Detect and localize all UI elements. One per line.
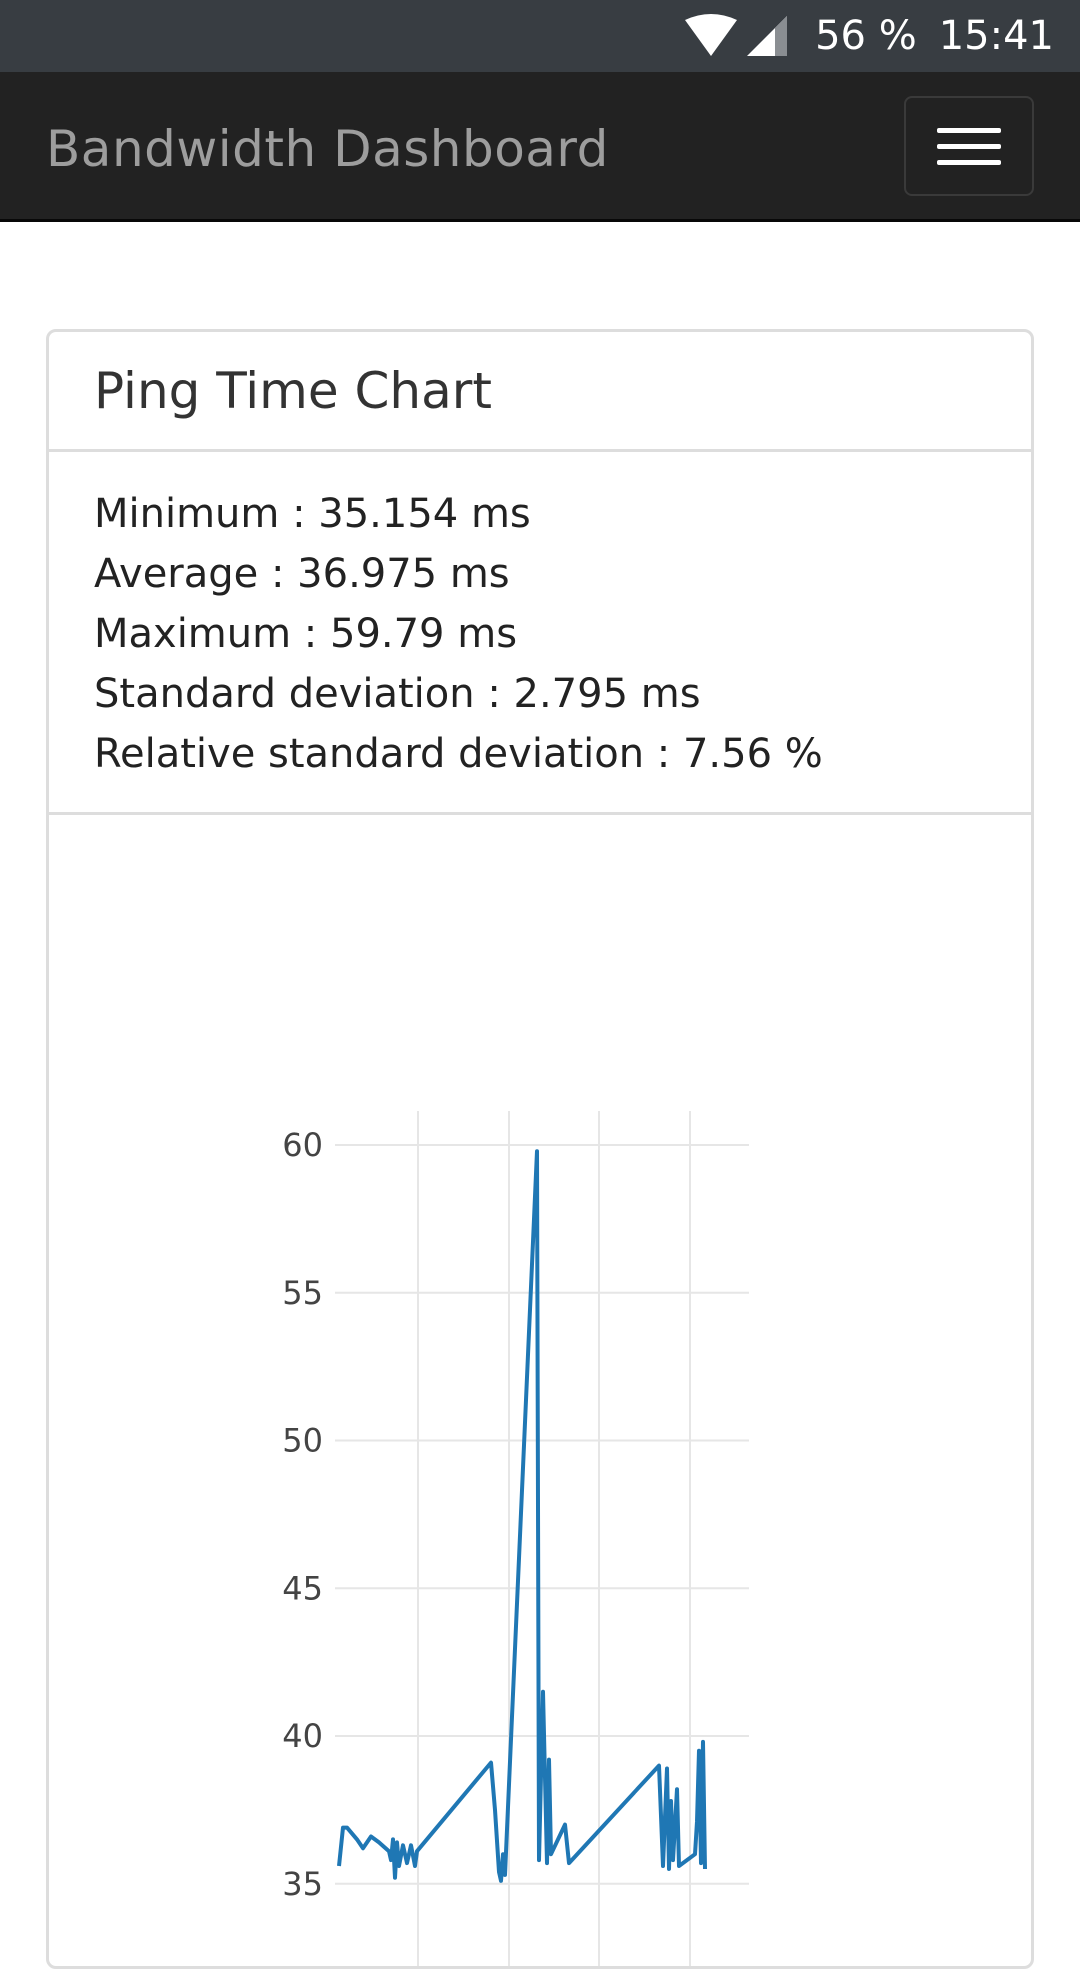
hamburger-menu-icon <box>937 159 1001 165</box>
status-icons <box>683 14 789 58</box>
navbar-brand[interactable]: Bandwidth Dashboard <box>46 120 609 178</box>
y-tick-label: 55 <box>282 1274 323 1312</box>
ping-chart[interactable]: 60 55 50 45 40 35 <box>49 815 1031 1969</box>
panel-heading: Ping Time Chart <box>49 332 1031 452</box>
menu-toggle-button[interactable] <box>904 96 1034 196</box>
stat-maximum: Maximum : 59.79 ms <box>94 611 518 657</box>
wifi-icon <box>683 14 739 58</box>
panel-title: Ping Time Chart <box>94 361 492 420</box>
stat-standard-deviation: Standard deviation : 2.795 ms <box>94 671 701 717</box>
y-tick-label: 40 <box>282 1717 323 1755</box>
battery-level: 56 % <box>815 13 917 59</box>
y-tick-label: 35 <box>282 1865 323 1903</box>
ping-chart-panel: Ping Time Chart Minimum : 35.154 ms Aver… <box>46 329 1034 1969</box>
navbar: Bandwidth Dashboard <box>0 72 1080 222</box>
ping-stats: Minimum : 35.154 ms Average : 36.975 ms … <box>49 452 1031 815</box>
stat-relative-standard-deviation: Relative standard deviation : 7.56 % <box>94 731 823 777</box>
cellular-signal-icon <box>745 14 789 58</box>
hamburger-menu-icon <box>937 143 1001 149</box>
clock: 15:41 <box>938 13 1054 59</box>
ping-chart-svg[interactable]: 60 55 50 45 40 35 <box>49 815 1031 1969</box>
status-bar: 56 % 15:41 <box>0 0 1080 72</box>
y-tick-label: 50 <box>282 1422 323 1460</box>
stat-average: Average : 36.975 ms <box>94 551 510 597</box>
y-tick-label: 45 <box>282 1569 323 1607</box>
hamburger-menu-icon <box>937 127 1001 133</box>
stat-minimum: Minimum : 35.154 ms <box>94 491 531 537</box>
y-tick-label: 60 <box>282 1126 323 1164</box>
ping-series-line[interactable] <box>337 1149 707 1883</box>
